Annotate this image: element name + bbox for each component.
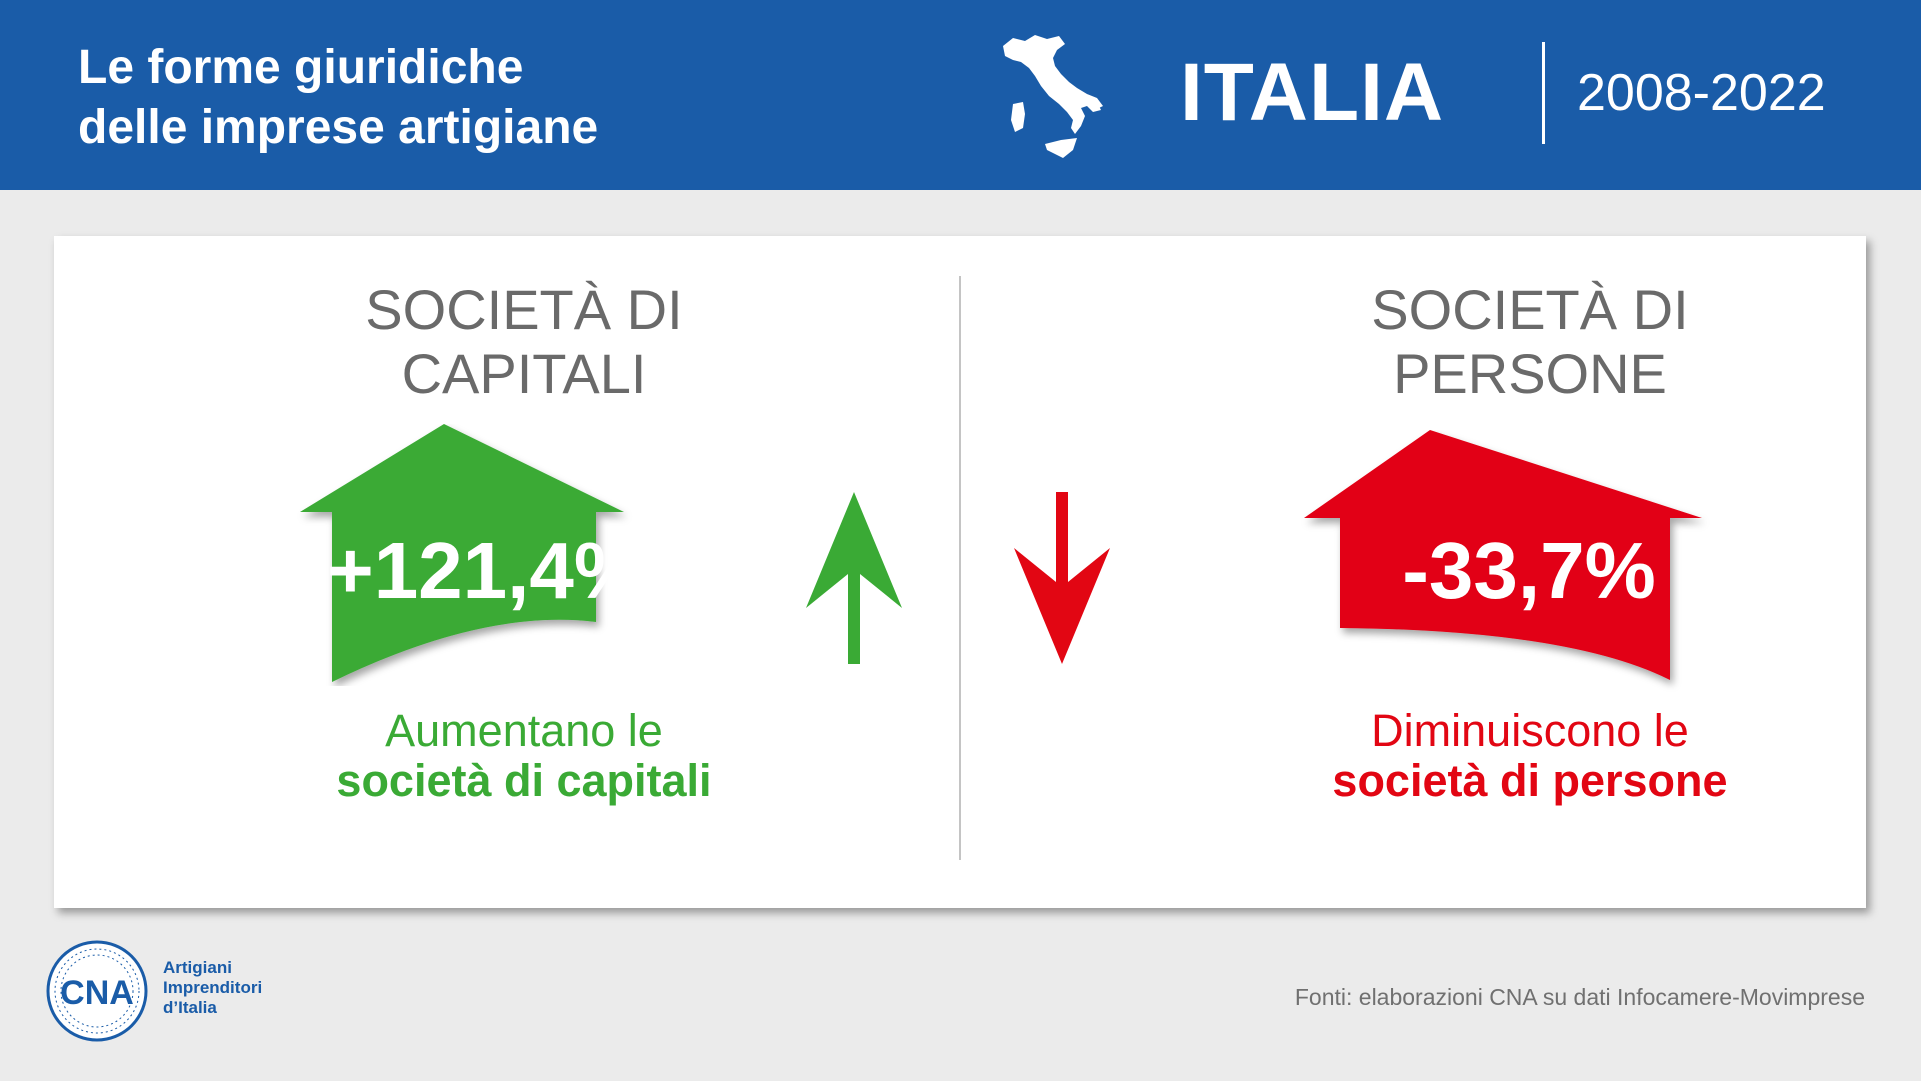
right-caption-line-1: Diminuiscono le <box>1371 705 1689 756</box>
header-banner: Le forme giuridiche delle imprese artigi… <box>0 0 1921 190</box>
country-label: ITALIA <box>1180 47 1445 138</box>
left-house-badge <box>300 424 624 682</box>
right-value: -33,7% <box>1402 526 1656 615</box>
org-line-1: Artigiani <box>163 958 232 977</box>
right-heading-line-1: SOCIETÀ DI <box>1371 278 1689 341</box>
arrow-down-icon <box>1014 492 1110 664</box>
left-caption-line-1: Aumentano le <box>385 705 663 756</box>
left-caption-line-2: società di capitali <box>336 755 712 806</box>
title-line-2: delle imprese artigiane <box>78 101 599 154</box>
left-caption: Aumentano le società di capitali <box>174 706 874 806</box>
page-title: Le forme giuridiche delle imprese artigi… <box>78 38 598 158</box>
right-heading: SOCIETÀ DI PERSONE <box>1180 278 1880 406</box>
cna-logo-text: CNA <box>60 974 134 1012</box>
org-line-3: d’Italia <box>163 998 217 1017</box>
arrow-up-icon <box>806 492 902 664</box>
org-line-2: Imprenditori <box>163 978 263 997</box>
years-range: 2008-2022 <box>1577 64 1826 122</box>
right-caption: Diminuiscono le società di persone <box>1180 706 1880 806</box>
left-heading-line-1: SOCIETÀ DI <box>365 278 683 341</box>
cna-logo: CNA <box>46 940 148 1042</box>
left-value: +121,4% <box>326 526 646 615</box>
header-divider <box>1542 42 1545 144</box>
title-line-1: Le forme giuridiche <box>78 41 524 94</box>
comparison-card: SOCIETÀ DI CAPITALI +121,4% Aumentano le… <box>54 236 1866 908</box>
right-heading-line-2: PERSONE <box>1393 342 1667 405</box>
right-house-badge <box>1304 430 1702 680</box>
center-divider <box>959 276 961 860</box>
organization-name: Artigiani Imprenditori d’Italia <box>163 958 262 1018</box>
right-caption-line-2: società di persone <box>1332 755 1728 806</box>
source-note: Fonti: elaborazioni CNA su dati Infocame… <box>1294 984 1865 1010</box>
left-heading-line-2: CAPITALI <box>401 342 647 405</box>
left-heading: SOCIETÀ DI CAPITALI <box>174 278 874 406</box>
italy-map-icon <box>1003 35 1103 158</box>
